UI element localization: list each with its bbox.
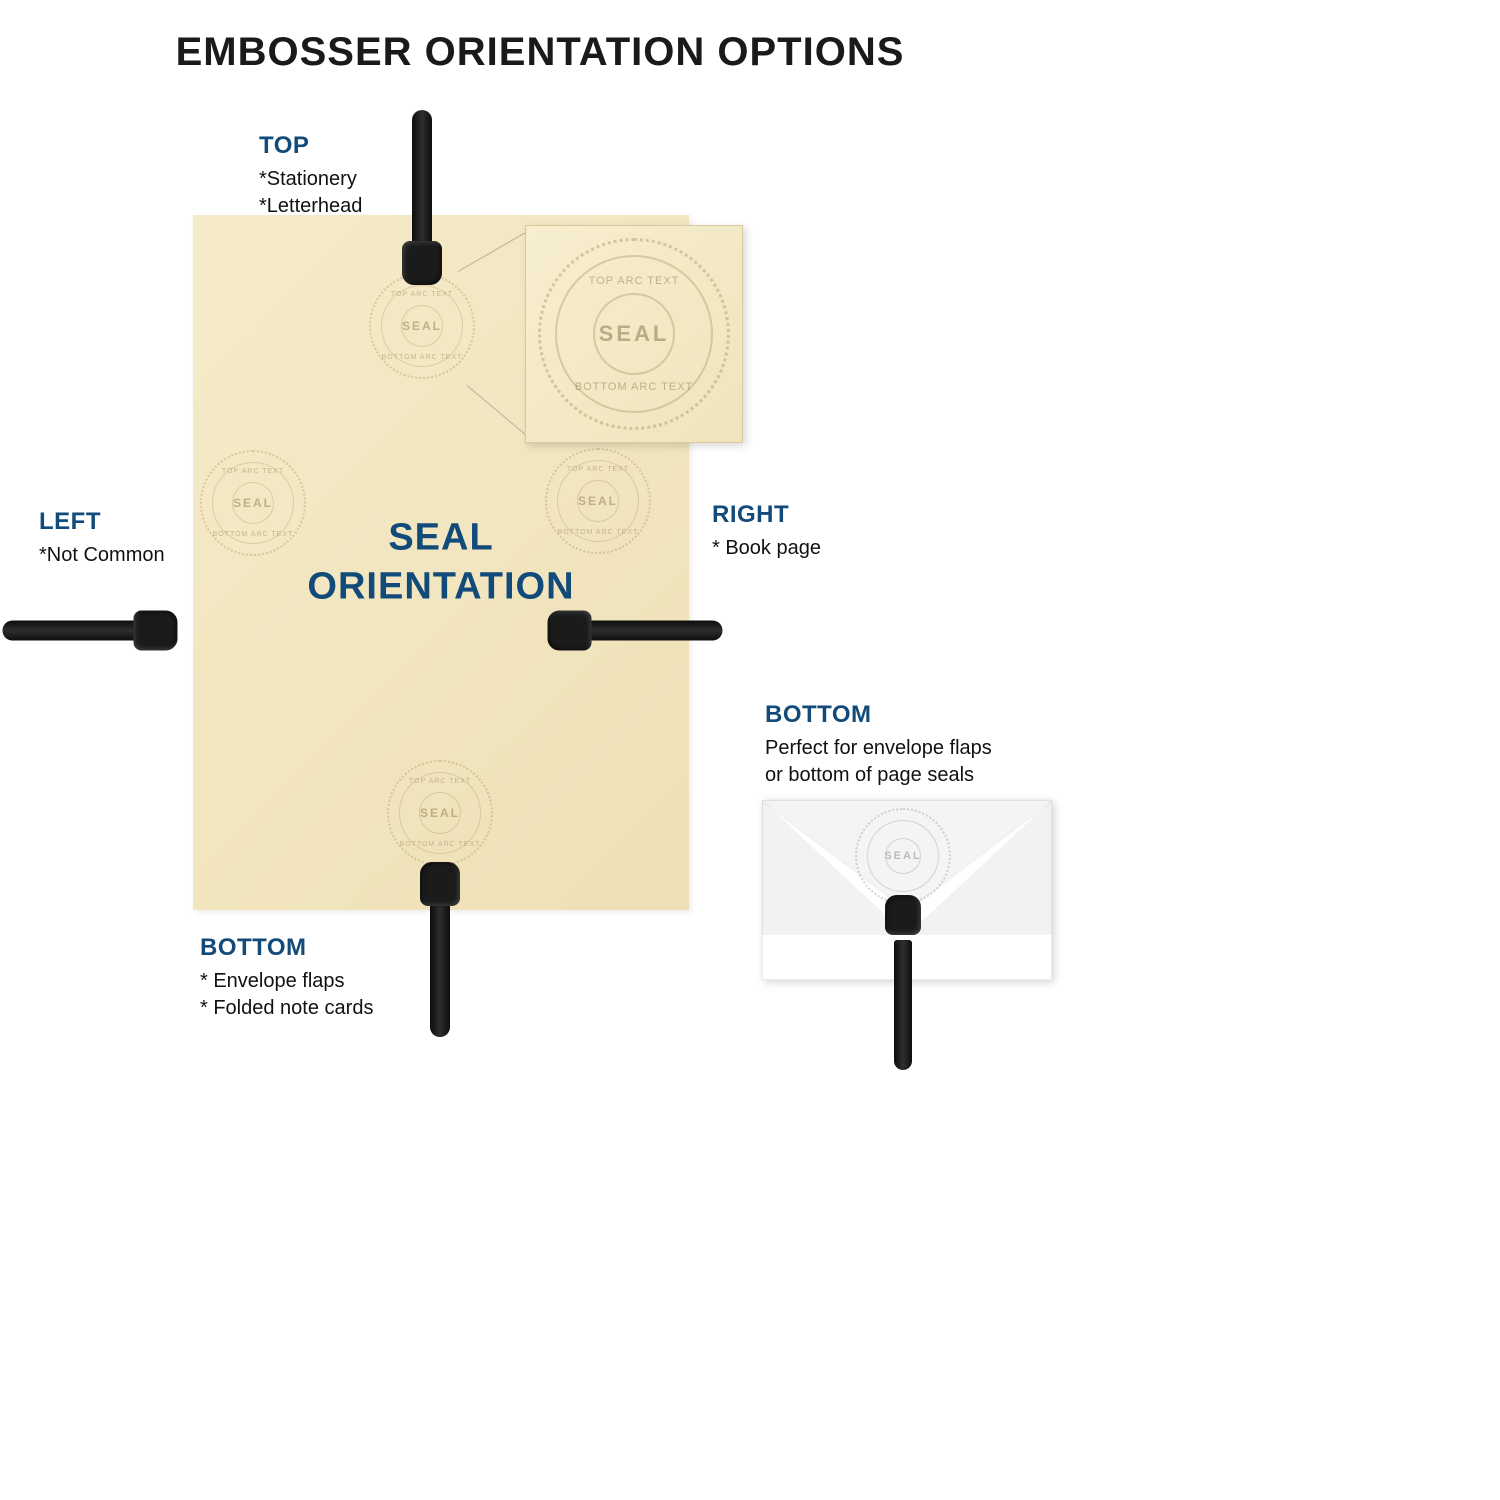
seal-impression-right: TOP ARC TEXT SEAL BOTTOM ARC TEXT: [545, 448, 651, 554]
label-left: LEFT *Not Common: [39, 506, 165, 569]
label-line: *Letterhead: [259, 193, 362, 220]
label-bottom: BOTTOM * Envelope flaps * Folded note ca…: [200, 932, 373, 1022]
embosser-head: [420, 862, 460, 906]
seal-arc-bottom: BOTTOM ARC TEXT: [400, 841, 481, 848]
label-right: RIGHT * Book page: [712, 499, 821, 562]
embosser-tool-envelope: [888, 895, 918, 1070]
seal-center-text: SEAL: [402, 319, 442, 333]
embosser-handle: [412, 110, 432, 250]
embosser-head: [134, 611, 178, 651]
embosser-tool-top: [407, 110, 437, 285]
zoom-seal-arc-bottom: BOTTOM ARC TEXT: [575, 381, 694, 393]
zoom-panel: TOP ARC TEXT SEAL BOTTOM ARC TEXT: [525, 225, 743, 443]
seal-center-text: SEAL: [420, 806, 460, 820]
seal-arc-bottom: BOTTOM ARC TEXT: [382, 354, 463, 361]
label-heading: TOP: [259, 130, 362, 162]
seal-impression-bottom: TOP ARC TEXT SEAL BOTTOM ARC TEXT: [387, 760, 493, 866]
label-line: *Stationery: [259, 166, 362, 193]
seal-arc-top: TOP ARC TEXT: [567, 466, 629, 473]
seal-arc-top: TOP ARC TEXT: [222, 468, 284, 475]
seal-arc-top: TOP ARC TEXT: [391, 291, 453, 298]
page-title: EMBOSSER ORIENTATION OPTIONS: [0, 30, 1080, 75]
seal-arc-top: TOP ARC TEXT: [409, 778, 471, 785]
label-heading: LEFT: [39, 506, 165, 538]
embosser-tool-left: [3, 616, 178, 646]
label-heading: RIGHT: [712, 499, 821, 531]
embosser-tool-bottom: [425, 862, 455, 1037]
label-line: * Folded note cards: [200, 995, 373, 1022]
seal-arc-bottom: BOTTOM ARC TEXT: [558, 529, 639, 536]
label-bottom-envelope: BOTTOM Perfect for envelope flaps or bot…: [765, 699, 992, 789]
zoom-seal-center: SEAL: [599, 321, 670, 347]
embosser-head: [548, 611, 592, 651]
label-line: Perfect for envelope flaps: [765, 735, 992, 762]
label-line: * Envelope flaps: [200, 968, 373, 995]
embosser-handle: [894, 940, 912, 1070]
paper-center-text: SEAL ORIENTATION: [307, 513, 574, 612]
label-heading: BOTTOM: [765, 699, 992, 731]
embosser-tool-right: [548, 616, 723, 646]
paper-center-line2: ORIENTATION: [307, 566, 574, 608]
envelope-seal-center: SEAL: [884, 850, 921, 862]
embosser-head: [402, 241, 442, 285]
envelope-seal-impression: SEAL: [855, 808, 951, 904]
seal-center-text: SEAL: [578, 494, 618, 508]
label-line: * Book page: [712, 535, 821, 562]
label-line: *Not Common: [39, 542, 165, 569]
label-heading: BOTTOM: [200, 932, 373, 964]
seal-arc-bottom: BOTTOM ARC TEXT: [213, 531, 294, 538]
seal-impression-top: TOP ARC TEXT SEAL BOTTOM ARC TEXT: [369, 273, 475, 379]
embosser-handle: [3, 621, 143, 641]
zoom-seal-arc-top: TOP ARC TEXT: [589, 275, 680, 287]
paper-center-line1: SEAL: [388, 516, 493, 558]
seal-impression-left: TOP ARC TEXT SEAL BOTTOM ARC TEXT: [200, 450, 306, 556]
embosser-handle: [430, 897, 450, 1037]
seal-center-text: SEAL: [233, 496, 273, 510]
zoom-seal: TOP ARC TEXT SEAL BOTTOM ARC TEXT: [538, 238, 730, 430]
label-line: or bottom of page seals: [765, 762, 992, 789]
label-top: TOP *Stationery *Letterhead: [259, 130, 362, 220]
embosser-handle: [583, 621, 723, 641]
embosser-head: [885, 895, 921, 935]
